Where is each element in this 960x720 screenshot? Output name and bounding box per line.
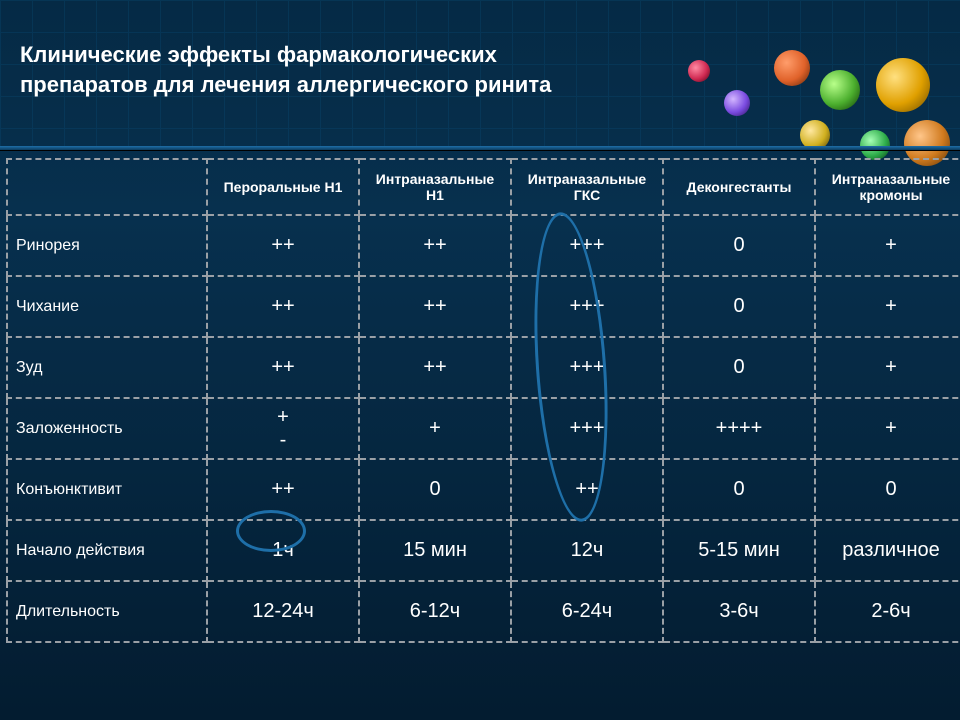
cell: 15 мин xyxy=(359,520,511,581)
cell: ++ xyxy=(207,215,359,276)
table-header-row: Пероральные Н1 Интраназальные Н1 Интрана… xyxy=(7,159,960,215)
table-row: Ринорея ++ ++ +++ 0 + xyxy=(7,215,960,276)
cell: 2-6ч xyxy=(815,581,960,642)
cell: ++ xyxy=(359,276,511,337)
slide-title: Клинические эффекты фармакологических пр… xyxy=(20,40,580,99)
col-header: Интраназальные кромоны xyxy=(815,159,960,215)
header-divider xyxy=(0,146,960,150)
table-wrap: Пероральные Н1 Интраназальные Н1 Интрана… xyxy=(0,158,960,643)
row-label: Конъюнктивит xyxy=(7,459,207,520)
slide: Клинические эффекты фармакологических пр… xyxy=(0,0,960,720)
cell: +++ xyxy=(511,276,663,337)
cell: + xyxy=(815,398,960,459)
col-header: Пероральные Н1 xyxy=(207,159,359,215)
col-header: Интраназальные ГКС xyxy=(511,159,663,215)
table-body: Ринорея ++ ++ +++ 0 + Чихание ++ ++ +++ … xyxy=(7,215,960,642)
cell: ++ xyxy=(207,459,359,520)
effects-table: Пероральные Н1 Интраназальные Н1 Интрана… xyxy=(6,158,960,643)
cell: ++ xyxy=(359,337,511,398)
col-header xyxy=(7,159,207,215)
row-label: Зуд xyxy=(7,337,207,398)
cell: 1ч xyxy=(207,520,359,581)
row-label: Длительность xyxy=(7,581,207,642)
cell: 12ч xyxy=(511,520,663,581)
table-row: Чихание ++ ++ +++ 0 + xyxy=(7,276,960,337)
row-label: Чихание xyxy=(7,276,207,337)
cell: ++++ xyxy=(663,398,815,459)
row-label: Начало действия xyxy=(7,520,207,581)
cell: 0 xyxy=(815,459,960,520)
cell: 6-12ч xyxy=(359,581,511,642)
table-row: Заложенность + - + +++ ++++ + xyxy=(7,398,960,459)
col-header: Интраназальные Н1 xyxy=(359,159,511,215)
cell: ++ xyxy=(511,459,663,520)
cell: + xyxy=(359,398,511,459)
cell: + xyxy=(815,276,960,337)
row-label: Ринорея xyxy=(7,215,207,276)
col-header: Деконгестанты xyxy=(663,159,815,215)
table-row: Начало действия 1ч 15 мин 12ч 5-15 мин р… xyxy=(7,520,960,581)
cell: 3-6ч xyxy=(663,581,815,642)
cell: 6-24ч xyxy=(511,581,663,642)
table-row: Длительность 12-24ч 6-12ч 6-24ч 3-6ч 2-6… xyxy=(7,581,960,642)
cell: различное xyxy=(815,520,960,581)
table-row: Зуд ++ ++ +++ 0 + xyxy=(7,337,960,398)
cell: 0 xyxy=(663,215,815,276)
cell: ++ xyxy=(207,337,359,398)
cell: 0 xyxy=(663,276,815,337)
cell: + xyxy=(815,215,960,276)
cell: ++ xyxy=(207,276,359,337)
cell: 0 xyxy=(663,459,815,520)
table-row: Конъюнктивит ++ 0 ++ 0 0 xyxy=(7,459,960,520)
cell: + xyxy=(815,337,960,398)
cell: 0 xyxy=(359,459,511,520)
cell: +++ xyxy=(511,215,663,276)
cell: 0 xyxy=(663,337,815,398)
row-label: Заложенность xyxy=(7,398,207,459)
cell: +++ xyxy=(511,398,663,459)
cell: +++ xyxy=(511,337,663,398)
cell: + - xyxy=(207,398,359,459)
cell: ++ xyxy=(359,215,511,276)
cell: 5-15 мин xyxy=(663,520,815,581)
cell: 12-24ч xyxy=(207,581,359,642)
